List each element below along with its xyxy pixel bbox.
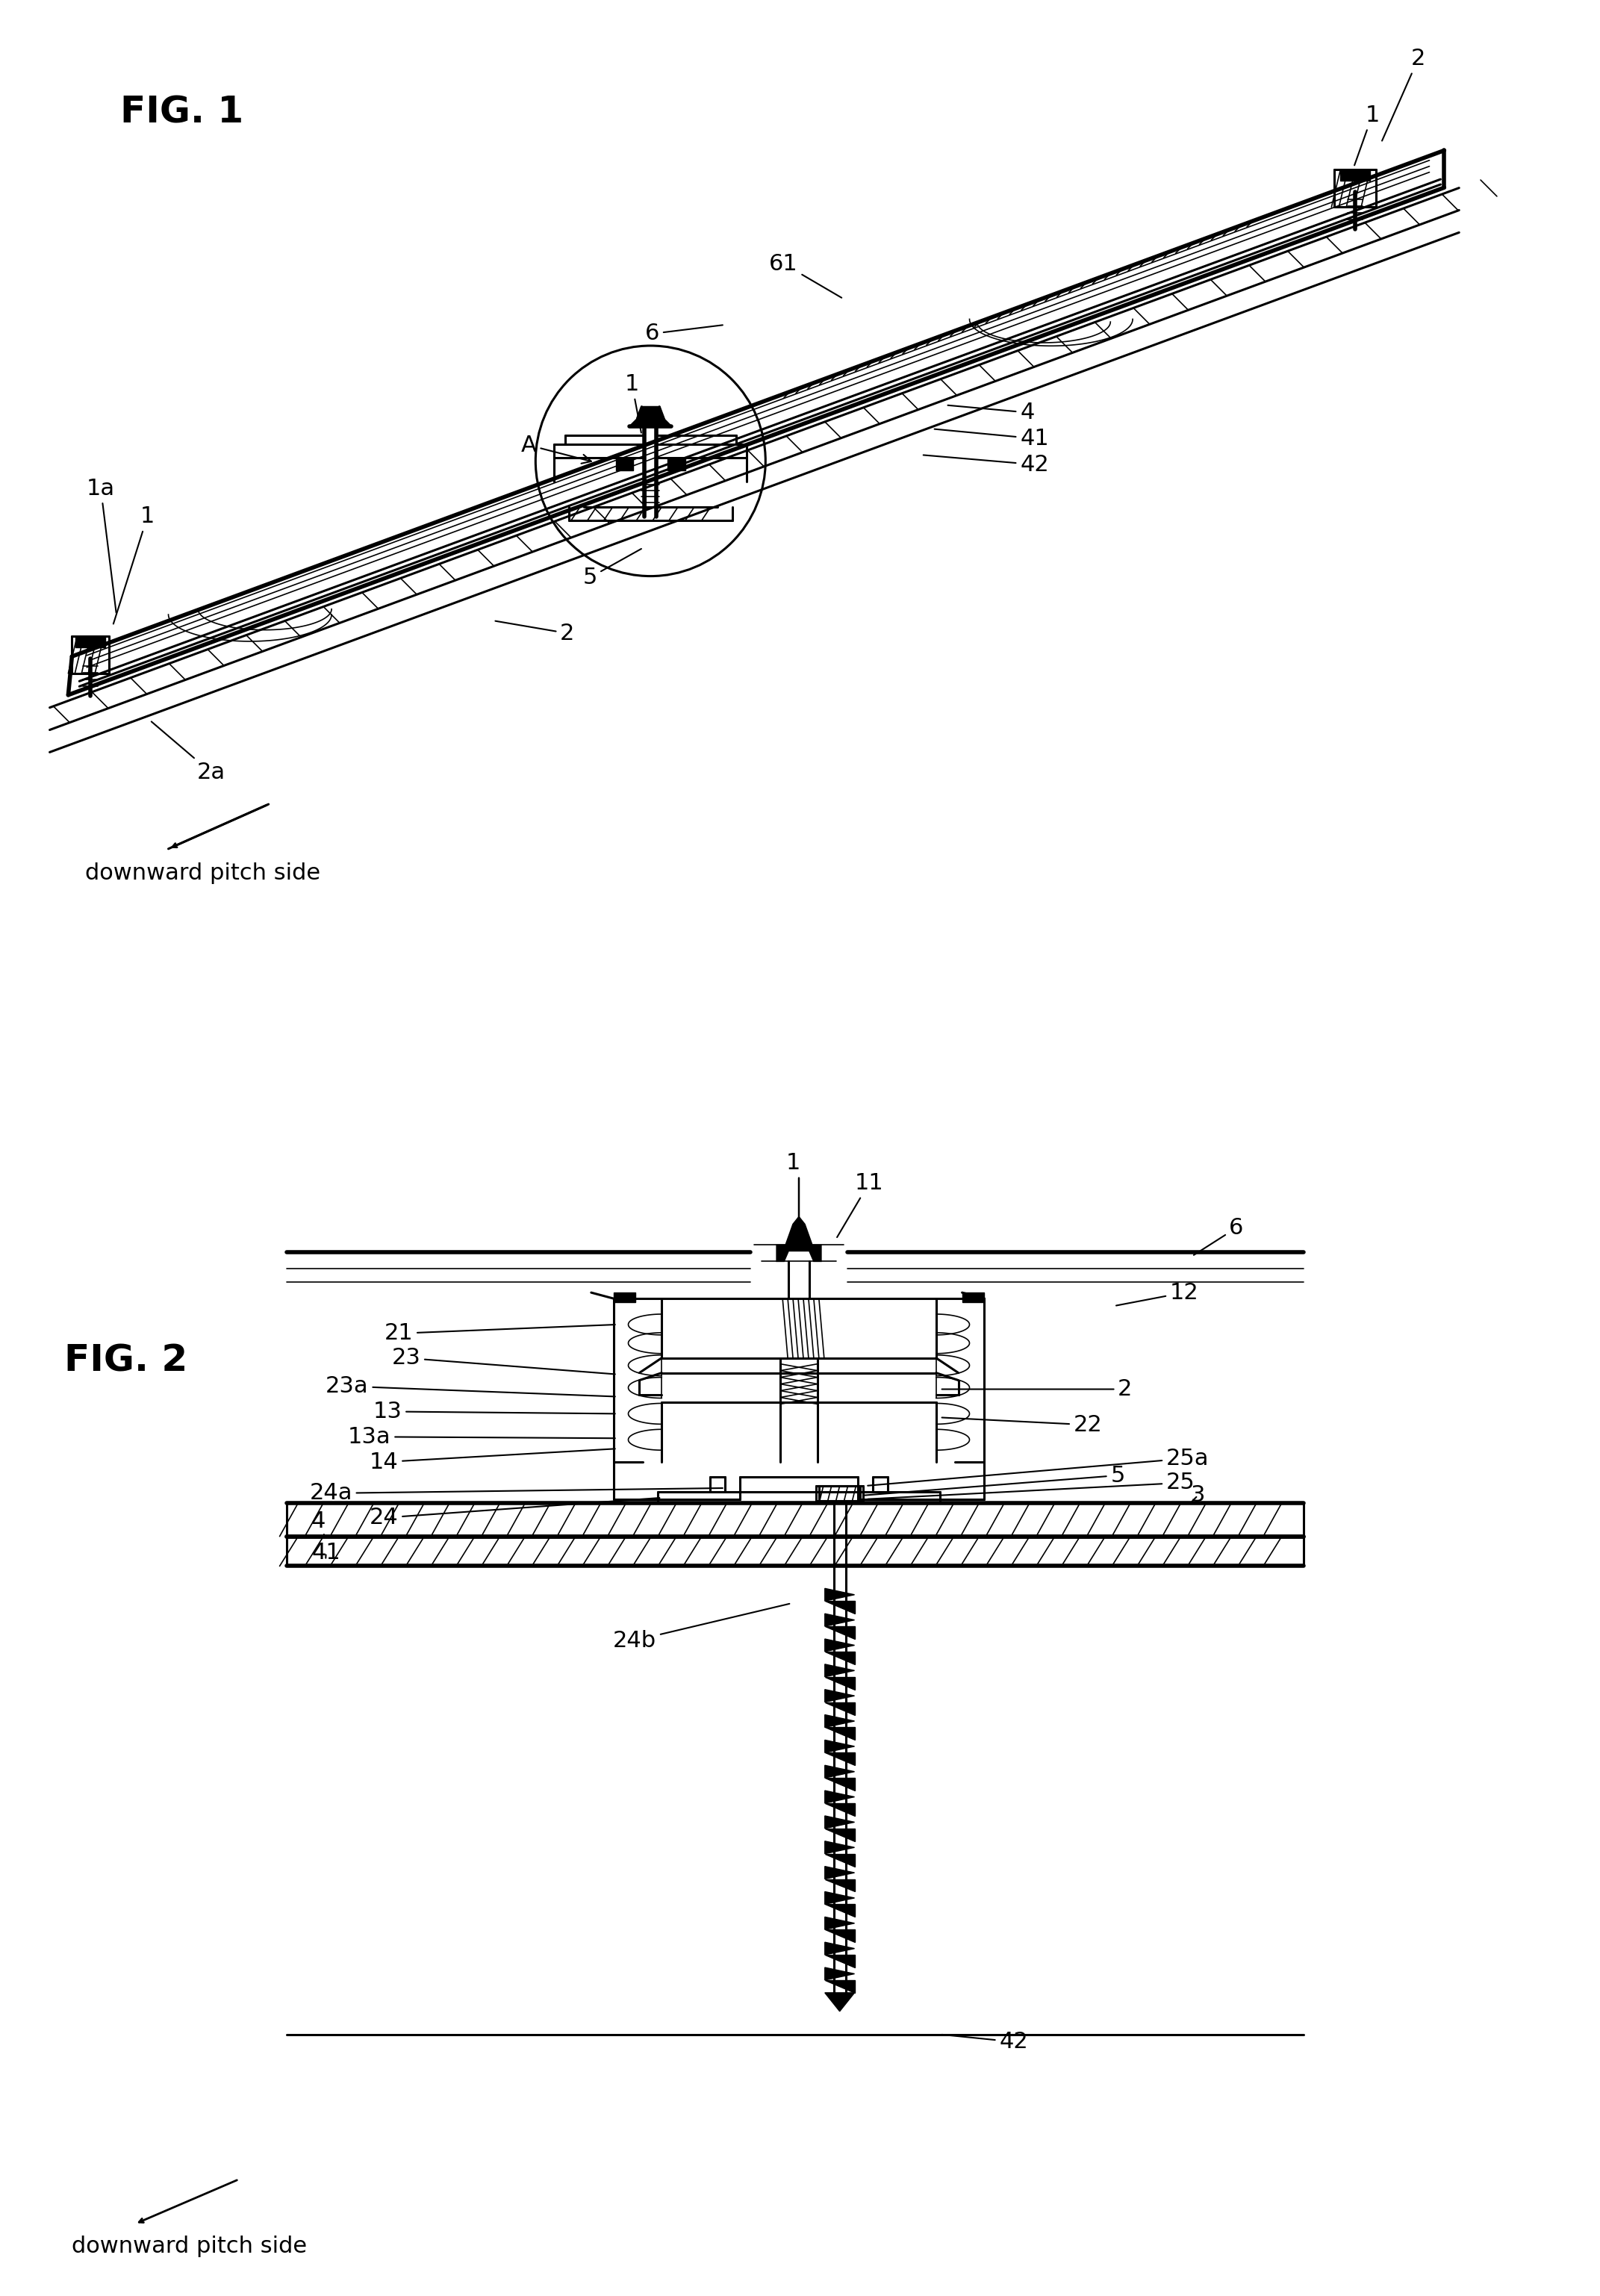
Polygon shape: [1341, 170, 1370, 181]
Polygon shape: [826, 1651, 854, 1665]
Text: A: A: [522, 434, 592, 464]
Text: 13a: 13a: [347, 1426, 614, 1446]
Text: 42: 42: [923, 455, 1050, 475]
Polygon shape: [613, 1293, 635, 1302]
Polygon shape: [826, 1639, 854, 1651]
Polygon shape: [826, 1917, 854, 1929]
Polygon shape: [826, 1853, 854, 1867]
Text: 25a: 25a: [867, 1446, 1210, 1486]
Text: FIG. 1: FIG. 1: [120, 94, 243, 131]
Polygon shape: [616, 457, 634, 471]
Text: 21: 21: [384, 1322, 614, 1343]
Polygon shape: [826, 1867, 854, 1878]
Text: 22: 22: [942, 1414, 1102, 1435]
Text: 6: 6: [1194, 1217, 1243, 1256]
Polygon shape: [75, 636, 106, 647]
Polygon shape: [826, 1715, 854, 1727]
Text: 1: 1: [786, 1153, 800, 1173]
Text: 4: 4: [947, 402, 1035, 422]
Text: 1: 1: [1355, 103, 1379, 165]
Polygon shape: [826, 1690, 854, 1701]
Polygon shape: [826, 1954, 854, 1968]
Polygon shape: [826, 1614, 854, 1626]
Polygon shape: [826, 1777, 854, 1791]
Polygon shape: [826, 1727, 854, 1740]
Text: FIG. 2: FIG. 2: [64, 1343, 187, 1380]
Polygon shape: [826, 1892, 854, 1903]
Polygon shape: [826, 1766, 854, 1777]
Text: 24a: 24a: [309, 1483, 723, 1504]
Text: 11: 11: [837, 1173, 883, 1238]
Polygon shape: [962, 1293, 984, 1302]
Polygon shape: [826, 1903, 854, 1917]
Text: 4: 4: [310, 1511, 326, 1536]
Polygon shape: [826, 1929, 854, 1942]
Text: 42: 42: [942, 2032, 1029, 2053]
Text: downward pitch side: downward pitch side: [72, 2236, 307, 2257]
Text: 23a: 23a: [326, 1375, 614, 1396]
Text: 12: 12: [1117, 1281, 1198, 1306]
Polygon shape: [826, 1802, 854, 1816]
Text: 41: 41: [312, 1543, 341, 1564]
Polygon shape: [826, 1740, 854, 1752]
Text: 2: 2: [942, 1378, 1133, 1401]
Text: 13: 13: [373, 1401, 614, 1421]
Polygon shape: [826, 1589, 854, 1600]
Polygon shape: [826, 1676, 854, 1690]
Polygon shape: [826, 1828, 854, 1841]
Polygon shape: [826, 1752, 854, 1766]
Polygon shape: [826, 1626, 854, 1639]
Polygon shape: [826, 1600, 854, 1614]
Polygon shape: [826, 1841, 854, 1853]
Polygon shape: [826, 1791, 854, 1802]
Polygon shape: [826, 1993, 854, 2011]
Text: 5: 5: [864, 1465, 1125, 1495]
Polygon shape: [826, 1816, 854, 1828]
Text: 25: 25: [867, 1472, 1195, 1499]
Polygon shape: [826, 1968, 854, 1979]
Polygon shape: [826, 1701, 854, 1715]
Text: 3: 3: [1190, 1486, 1205, 1506]
Text: 6: 6: [645, 324, 723, 344]
Text: 1a: 1a: [86, 478, 117, 613]
Text: 2: 2: [496, 620, 574, 645]
Polygon shape: [776, 1217, 821, 1261]
Text: 2: 2: [1382, 48, 1426, 140]
Polygon shape: [667, 457, 685, 471]
Text: 1: 1: [114, 505, 155, 625]
Polygon shape: [826, 1979, 854, 1993]
Polygon shape: [630, 406, 672, 427]
Text: 61: 61: [770, 253, 842, 298]
Text: 23: 23: [392, 1348, 614, 1375]
Text: 2a: 2a: [152, 721, 226, 783]
Polygon shape: [826, 1665, 854, 1676]
Text: 14: 14: [370, 1449, 614, 1472]
Polygon shape: [819, 1486, 861, 1502]
Text: 41: 41: [934, 427, 1050, 450]
Text: 24b: 24b: [613, 1603, 789, 1651]
Text: 1: 1: [624, 374, 642, 432]
Polygon shape: [826, 1942, 854, 1954]
Text: 24: 24: [370, 1497, 659, 1529]
Text: downward pitch side: downward pitch side: [85, 863, 320, 884]
Text: 5: 5: [582, 549, 642, 588]
Polygon shape: [826, 1878, 854, 1892]
